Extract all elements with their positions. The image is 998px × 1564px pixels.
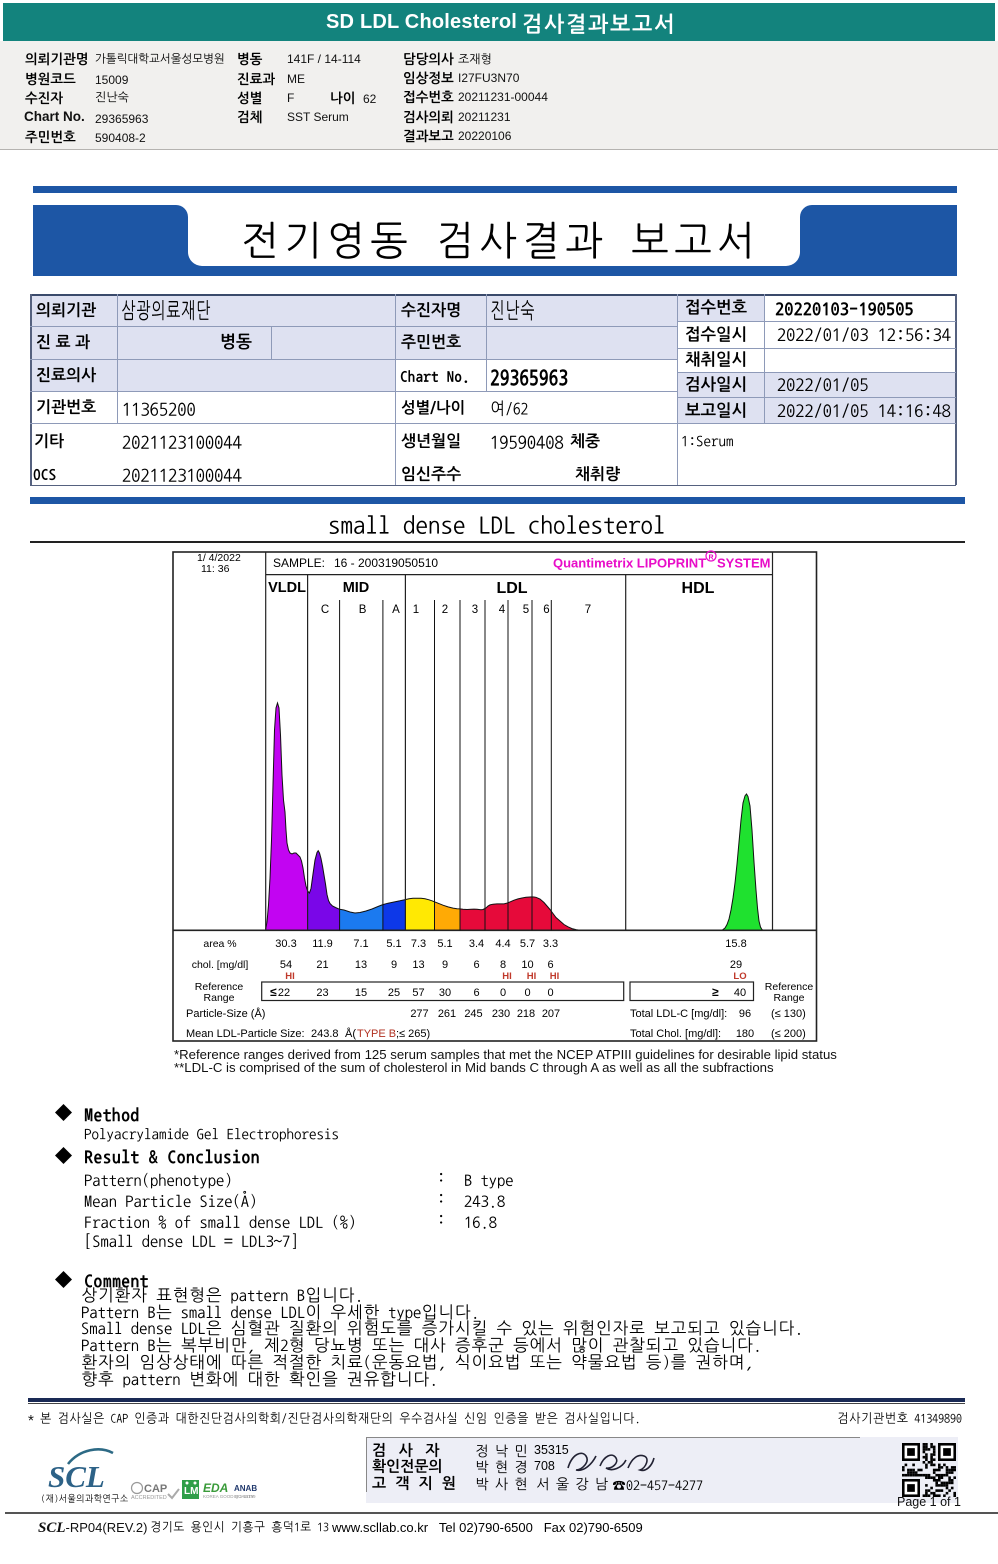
svg-text:15.8: 15.8 [725, 938, 746, 950]
svg-text:3.3: 3.3 [543, 938, 558, 950]
svg-text:9: 9 [442, 959, 448, 971]
svg-text:22: 22 [278, 987, 290, 999]
svg-text:Range: Range [204, 992, 235, 1004]
svg-text:40: 40 [734, 987, 746, 999]
svg-text:29: 29 [730, 959, 742, 971]
svg-text:(≤ 130): (≤ 130) [771, 1008, 806, 1020]
svg-text:ACCREDITED: ACCREDITED [131, 1495, 167, 1501]
svg-text:23: 23 [316, 987, 328, 999]
svg-text:6: 6 [473, 987, 479, 999]
svg-text:1/ 4/2022: 1/ 4/2022 [197, 552, 241, 564]
svg-text:207: 207 [542, 1008, 560, 1020]
svg-text:Particle-Size (Å): Particle-Size (Å) [186, 1007, 265, 1020]
svg-text:Reference: Reference [195, 981, 244, 993]
svg-text:KOREA GOOD QUALITY: KOREA GOOD QUALITY [203, 1494, 254, 1499]
svg-text:HI: HI [550, 971, 560, 982]
svg-text:A: A [392, 604, 400, 616]
svg-text:96: 96 [739, 1008, 751, 1020]
svg-text:13: 13 [355, 959, 367, 971]
svg-text:VLDL: VLDL [268, 580, 306, 596]
svg-text:≤: ≤ [270, 985, 277, 999]
svg-text:Mean LDL-Particle Size:: Mean LDL-Particle Size: [186, 1028, 305, 1040]
svg-text:LO: LO [733, 971, 746, 982]
svg-text:15: 15 [355, 987, 367, 999]
svg-text:≥: ≥ [712, 985, 719, 999]
svg-text:25: 25 [388, 987, 400, 999]
svg-text:3: 3 [472, 604, 478, 616]
svg-text:7.1: 7.1 [353, 938, 368, 950]
svg-text:SYSTEM: SYSTEM [717, 556, 770, 571]
svg-text:10: 10 [521, 959, 533, 971]
svg-text:R: R [708, 555, 713, 562]
svg-text:C: C [321, 604, 329, 616]
svg-text:11.9: 11.9 [312, 938, 333, 950]
svg-text:6: 6 [543, 604, 549, 616]
svg-text:30: 30 [439, 987, 451, 999]
svg-text:277: 277 [410, 1008, 428, 1020]
svg-text:16 - 200319050510: 16 - 200319050510 [334, 556, 438, 570]
svg-text:Total Chol. [mg/dl]:: Total Chol. [mg/dl]: [630, 1028, 721, 1040]
svg-text:chol. [mg/dl]: chol. [mg/dl] [192, 959, 249, 971]
svg-text:3.4: 3.4 [469, 938, 484, 950]
svg-text:area %: area % [203, 938, 236, 950]
svg-text:SAMPLE:: SAMPLE: [273, 556, 325, 570]
svg-text:13: 13 [412, 959, 424, 971]
svg-text:243.8: 243.8 [311, 1028, 339, 1040]
svg-text:11: 36: 11: 36 [201, 563, 230, 575]
svg-text:30.3: 30.3 [275, 938, 296, 950]
svg-text:6: 6 [547, 959, 553, 971]
svg-text:CAP: CAP [144, 1483, 167, 1495]
svg-text:Total LDL-C [mg/dl]:: Total LDL-C [mg/dl]: [630, 1008, 727, 1020]
svg-text:HI: HI [502, 971, 512, 982]
svg-text:9: 9 [391, 959, 397, 971]
svg-text:245: 245 [464, 1008, 482, 1020]
svg-text:7: 7 [585, 604, 591, 616]
svg-text:0: 0 [500, 987, 506, 999]
svg-text:5.1: 5.1 [386, 938, 401, 950]
svg-text:Range: Range [774, 992, 805, 1004]
svg-text:ISO 15189: ISO 15189 [234, 1494, 256, 1499]
svg-text:218: 218 [517, 1008, 535, 1020]
svg-text:8: 8 [500, 959, 506, 971]
svg-text:ANAB: ANAB [234, 1484, 257, 1493]
svg-text:LM: LM [184, 1486, 198, 1497]
svg-text:SCL: SCL [48, 1459, 105, 1494]
svg-text:2: 2 [442, 604, 448, 616]
svg-text:54: 54 [280, 959, 292, 971]
svg-text:HDL: HDL [682, 580, 715, 597]
svg-text:230: 230 [492, 1008, 510, 1020]
svg-text:5: 5 [523, 604, 529, 616]
svg-text:6: 6 [473, 959, 479, 971]
svg-text:B: B [359, 604, 367, 616]
svg-text:Reference: Reference [765, 981, 814, 993]
svg-text:57: 57 [412, 987, 424, 999]
svg-text:5.7: 5.7 [520, 938, 535, 950]
svg-text:Å(: Å( [345, 1027, 356, 1040]
svg-text:EDA: EDA [203, 1481, 228, 1495]
svg-text:0: 0 [547, 987, 553, 999]
svg-text:5.1: 5.1 [437, 938, 452, 950]
svg-text:7.3: 7.3 [411, 938, 426, 950]
svg-text:4.4: 4.4 [495, 938, 510, 950]
svg-text:261: 261 [438, 1008, 456, 1020]
svg-text:1: 1 [413, 604, 419, 616]
svg-text:TYPE B: TYPE B [357, 1028, 396, 1040]
svg-text:MID: MID [343, 580, 370, 596]
svg-text:HI: HI [527, 971, 537, 982]
svg-text:4: 4 [499, 604, 506, 616]
svg-text:180: 180 [736, 1028, 754, 1040]
svg-text:Quantimetrix LIPOPRINT: Quantimetrix LIPOPRINT [553, 556, 706, 571]
svg-text:LDL: LDL [496, 580, 527, 597]
svg-text:0: 0 [524, 987, 530, 999]
svg-text:HI: HI [285, 971, 295, 982]
svg-text:(≤ 200): (≤ 200) [771, 1028, 806, 1040]
svg-text:21: 21 [316, 959, 328, 971]
svg-text:;≤ 265): ;≤ 265) [396, 1028, 430, 1040]
